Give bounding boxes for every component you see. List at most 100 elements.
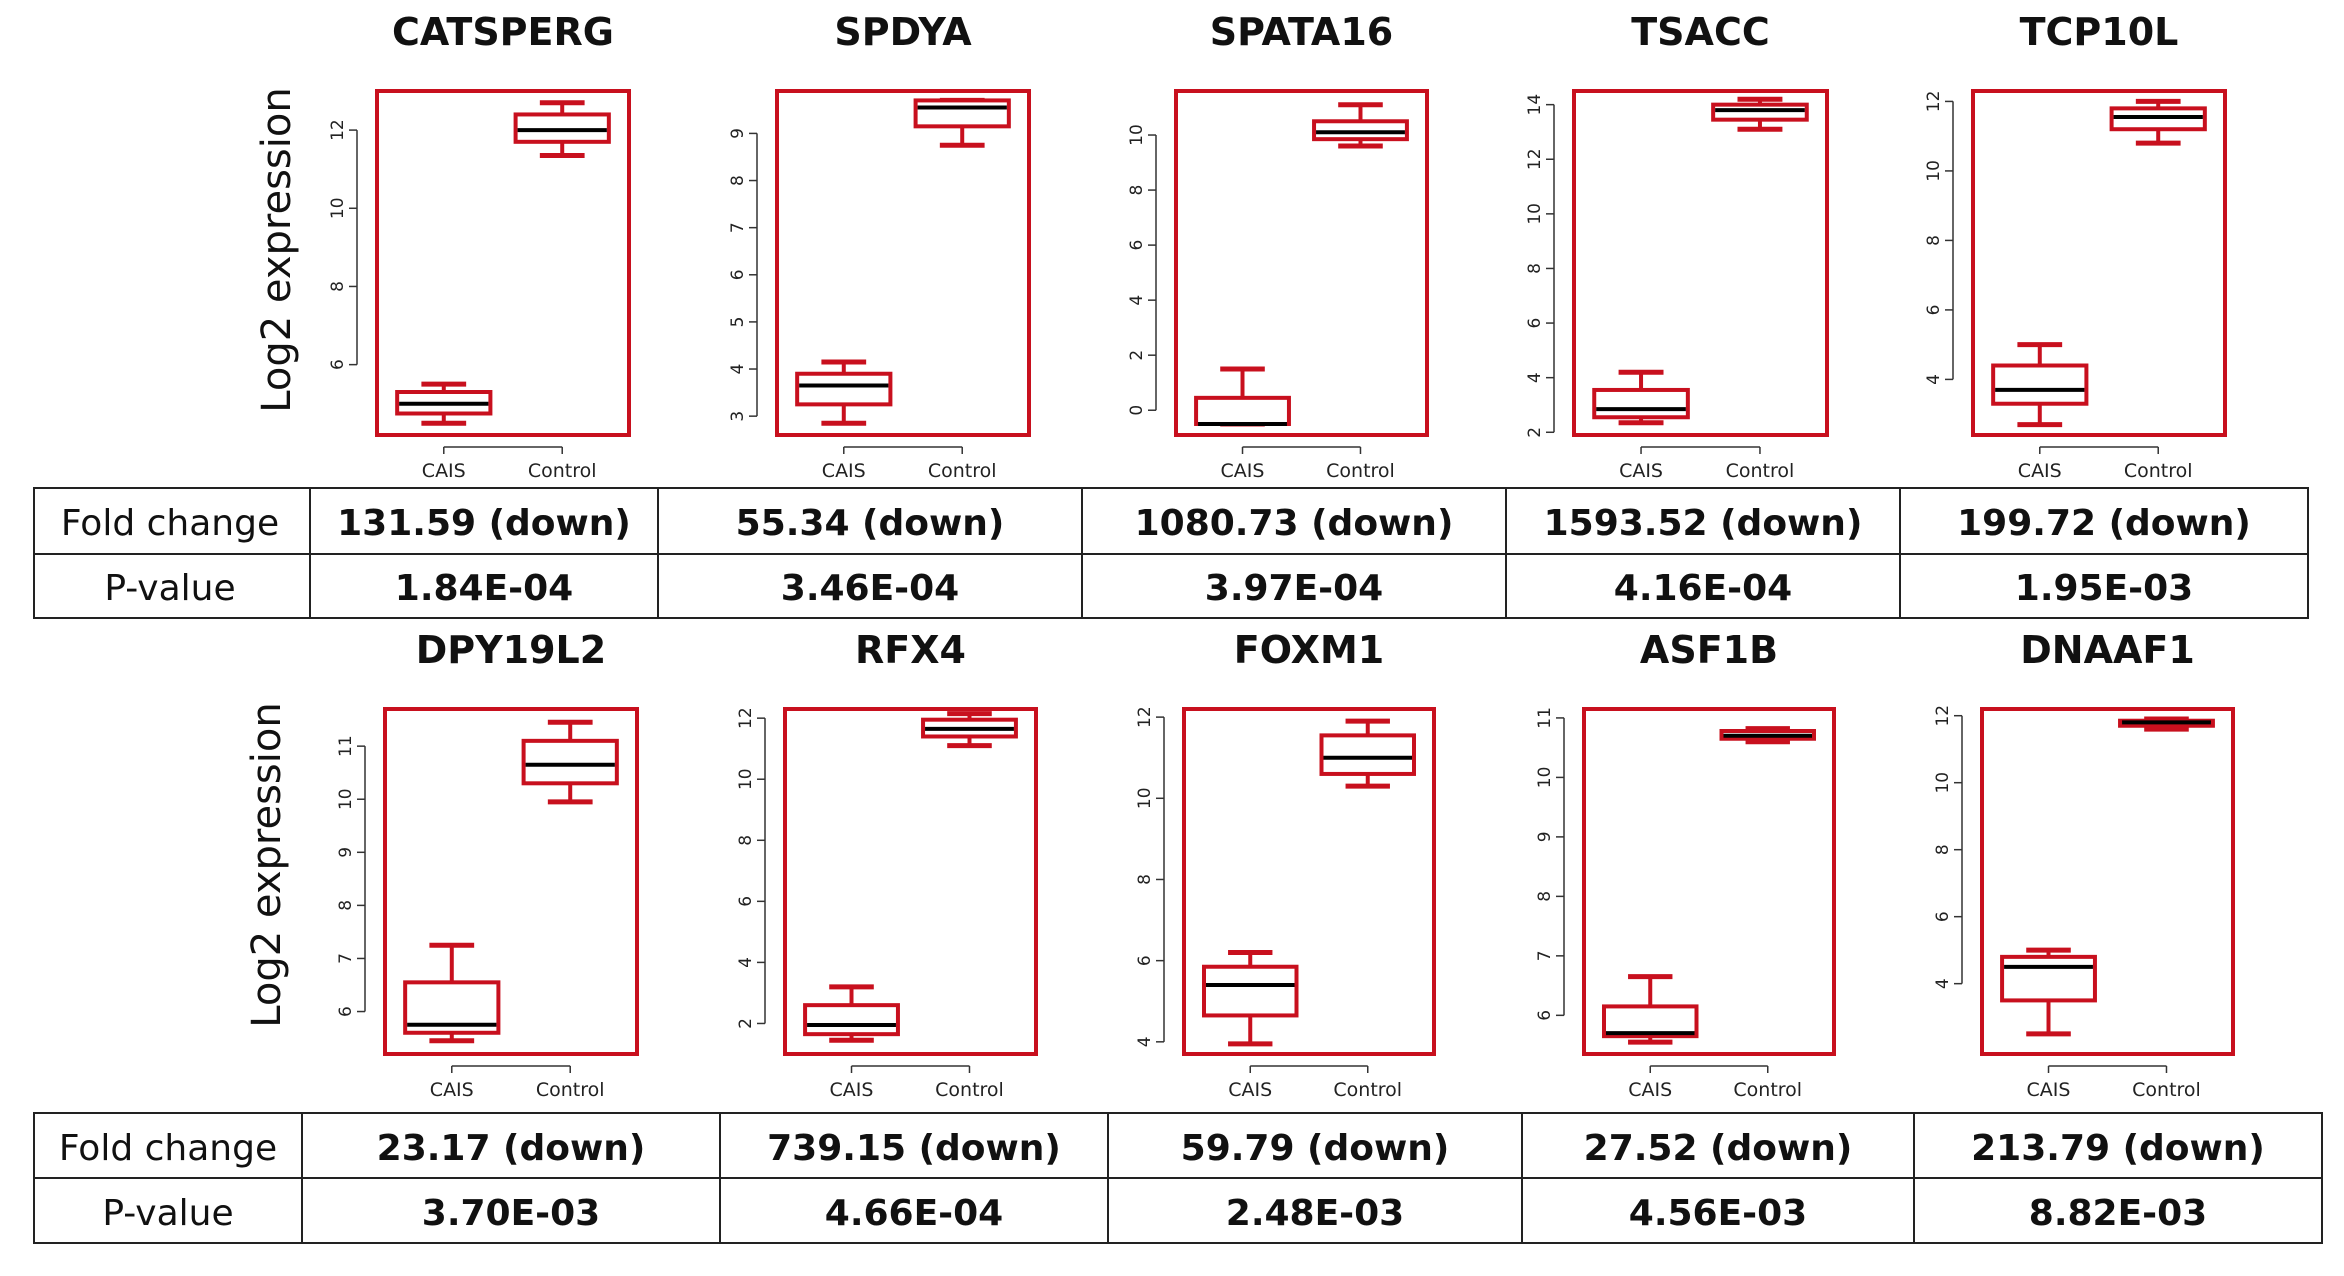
y-tick-label: 6 (336, 1006, 356, 1017)
panel-frame (1174, 89, 1429, 437)
y-tick-label: 8 (1924, 235, 1944, 246)
y-tick-label: 9 (336, 847, 356, 858)
panel-frame (1182, 707, 1436, 1056)
box-control (1711, 96, 1809, 132)
p-value-value: 4.56E-03 (1629, 1193, 1807, 1234)
p-value-value: 3.97E-04 (1205, 568, 1383, 609)
y-tick-label: 8 (736, 835, 756, 846)
fold-change-value: 131.59 (down) (337, 503, 631, 544)
panel-title: SPATA16 (1210, 10, 1393, 54)
box-control (513, 100, 611, 158)
y-tick-label: 8 (728, 175, 748, 186)
panel-frame (1572, 89, 1829, 437)
y-tick-label: 2 (736, 1018, 756, 1029)
x-category-label: Control (1733, 1079, 1802, 1101)
y-tick-label: 12 (1933, 705, 1953, 727)
fold-change-value: 199.72 (down) (1957, 503, 2251, 544)
box-iqr (1319, 733, 1416, 776)
panel-frame (783, 707, 1038, 1056)
panel-title: DPY19L2 (416, 628, 606, 672)
y-tick-label: 8 (1535, 891, 1555, 902)
boxplot-panel-asf1b: ASF1B 6 7 8 9 10 11 CAIS Control (1535, 628, 1836, 1101)
fold-change-label: Fold change (59, 1128, 277, 1169)
boxplot-panel-tcp10l: TCP10L 4 6 8 10 12 CAIS Control (1924, 10, 2227, 482)
y-tick-label: 5 (728, 316, 748, 327)
y-tick-label: 8 (328, 281, 348, 292)
panel-title: ASF1B (1640, 628, 1778, 672)
box-control (521, 719, 619, 805)
x-category-label: Control (2132, 1079, 2201, 1101)
y-tick-label: 6 (736, 896, 756, 907)
y-tick-label: 12 (328, 119, 348, 141)
y-tick-label: 2 (1525, 427, 1545, 438)
boxplot-panel-catsperg: CATSPERG 6 8 10 12 CAIS Control (328, 10, 631, 482)
y-tick-label: 10 (1127, 124, 1147, 146)
x-category-label: Control (928, 460, 997, 482)
y-tick-label: 6 (1135, 955, 1155, 966)
x-category-label: CAIS (1221, 460, 1265, 482)
panel-frame (775, 89, 1031, 437)
box-cais (395, 381, 493, 426)
x-category-label: Control (1726, 460, 1795, 482)
boxplot-panel-rfx4: RFX4 2 4 6 8 10 12 CAIS Control (736, 628, 1038, 1101)
y-axis-label-row2: Log2 expression (244, 702, 290, 1027)
panel-title: TCP10L (2020, 10, 2179, 54)
table-grid (33, 487, 2309, 619)
table-grid (33, 1112, 2323, 1244)
y-tick-label: 6 (1127, 240, 1147, 251)
panel-frame (375, 89, 631, 437)
box-iqr (1991, 363, 2089, 406)
x-category-label: CAIS (1619, 460, 1663, 482)
boxplot-panel-spdya: SPDYA 3 4 5 6 7 8 9 CAIS Control (728, 10, 1031, 482)
x-category-label: CAIS (422, 460, 466, 482)
box-iqr (913, 98, 1011, 129)
p-value-value: 4.66E-04 (825, 1193, 1003, 1234)
p-value-value: 3.46E-04 (781, 568, 959, 609)
p-value-label: P-value (104, 568, 235, 609)
p-value-label: P-value (102, 1193, 233, 1234)
boxplot-panel-tsacc: TSACC 2 4 6 8 10 12 14 CAIS Control (1525, 10, 1829, 482)
panel-title: RFX4 (855, 628, 966, 672)
box-iqr (803, 1003, 900, 1037)
y-tick-label: 10 (1535, 767, 1555, 789)
x-category-label: CAIS (1228, 1079, 1272, 1101)
x-category-label: Control (528, 460, 597, 482)
y-tick-label: 6 (328, 359, 348, 370)
fold-change-value: 1080.73 (down) (1135, 503, 1454, 544)
x-category-label: CAIS (822, 460, 866, 482)
y-tick-label: 2 (1127, 350, 1147, 361)
box-cais (1202, 950, 1299, 1047)
stats-table-row2: Fold change P-value 23.17 (down) 3.70E-03… (33, 1112, 2323, 1244)
box-cais (1602, 974, 1699, 1045)
fold-change-label: Fold change (61, 503, 279, 544)
boxplot-panel-foxm1: FOXM1 4 6 8 10 12 CAIS Control (1135, 628, 1436, 1101)
boxplot-panel-spata16: SPATA16 0 2 4 6 8 10 CAIS Control (1127, 10, 1429, 482)
y-tick-label: 12 (1525, 148, 1545, 170)
y-tick-label: 6 (1924, 304, 1944, 315)
box-iqr (1312, 119, 1409, 142)
y-tick-label: 10 (1924, 160, 1944, 182)
y-tick-label: 4 (728, 364, 748, 375)
boxplot-panel-dnaaf1: DNAAF1 4 6 8 10 12 CAIS Control (1933, 628, 2235, 1101)
y-tick-label: 10 (1933, 772, 1953, 794)
box-control (2118, 716, 2215, 732)
box-control (921, 711, 1018, 749)
p-value-value: 4.16E-04 (1614, 568, 1792, 609)
y-tick-label: 4 (1135, 1036, 1155, 1047)
p-value-value: 1.84E-04 (395, 568, 573, 609)
y-tick-label: 8 (336, 900, 356, 911)
p-value-value: 3.70E-03 (422, 1193, 600, 1234)
box-iqr (795, 371, 893, 407)
box-cais (1592, 369, 1690, 426)
y-tick-label: 4 (736, 957, 756, 968)
y-tick-label: 12 (1924, 91, 1944, 113)
panel-frame (1582, 707, 1836, 1056)
p-value-value: 2.48E-03 (1226, 1193, 1404, 1234)
y-tick-label: 10 (1525, 203, 1545, 225)
fold-change-value: 55.34 (down) (736, 503, 1005, 544)
y-tick-label: 10 (328, 197, 348, 219)
y-tick-label: 12 (736, 707, 756, 729)
y-tick-label: 8 (1933, 844, 1953, 855)
y-tick-label: 11 (1535, 707, 1555, 729)
